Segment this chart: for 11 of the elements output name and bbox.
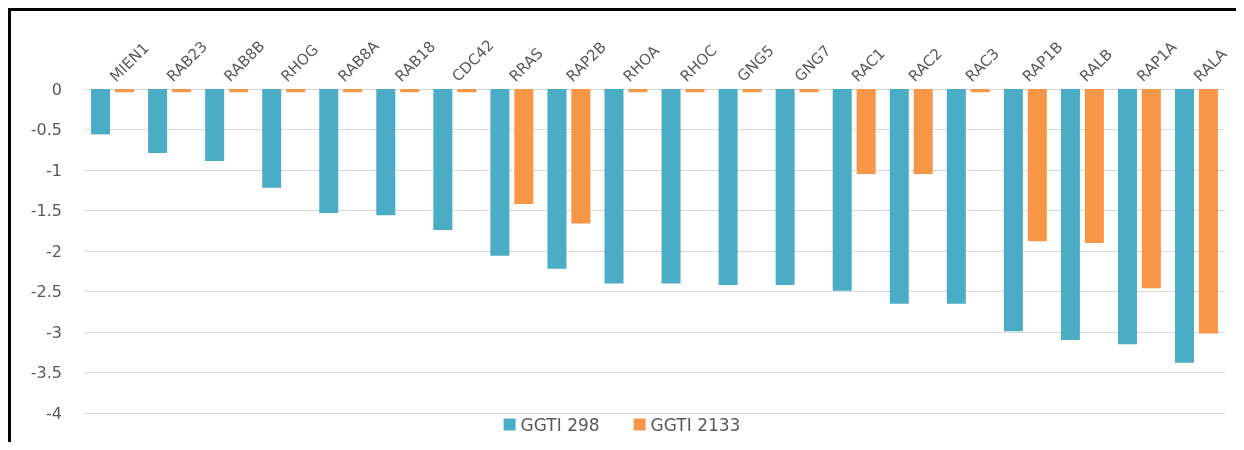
legend-label: GGTI 298 [520, 414, 600, 435]
y-tick-label: -3.5 [30, 363, 62, 382]
y-tick-label: -1 [46, 160, 62, 180]
y-tick-label: -2 [46, 241, 62, 261]
y-tick-label: 0 [51, 79, 62, 99]
y-tick-label: -0.5 [30, 120, 62, 139]
y-tick-label: -3 [46, 322, 62, 342]
legend-label: GGTI 2133 [650, 414, 741, 435]
y-tick-label: -1.5 [30, 201, 62, 220]
y-tick-label: -2.5 [30, 282, 62, 301]
y-tick-label: -4 [46, 403, 62, 423]
